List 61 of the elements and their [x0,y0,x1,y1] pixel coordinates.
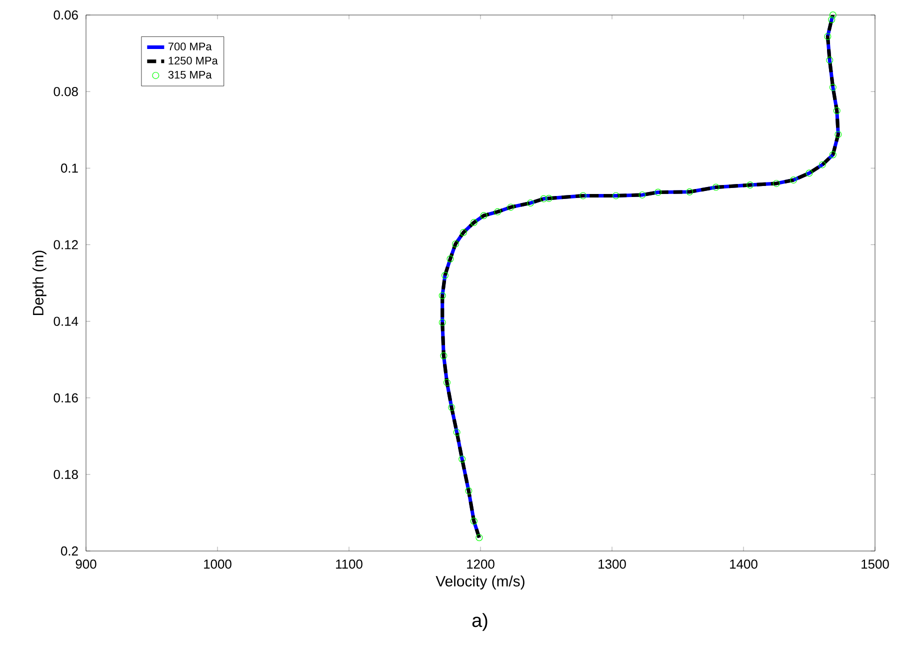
point [458,456,466,463]
x-tick-label: 1400 [730,560,758,569]
point [470,518,478,525]
point [826,56,834,64]
point [442,272,448,279]
point [443,379,450,386]
point [438,292,446,300]
point [686,188,694,196]
point [829,84,836,91]
point [440,352,448,360]
point [746,181,754,188]
point [806,170,813,177]
legend-label: 700 MPa [168,42,212,50]
point [470,219,478,226]
y-tick-label: 0.08 [54,86,78,96]
x-tick-label: 1500 [862,560,889,569]
point [494,208,502,216]
x-tick-label: 1200 [467,560,494,569]
point [460,228,467,236]
y-tick-label: 0.14 [54,316,78,326]
point [833,107,840,114]
point [453,428,460,436]
y-tick-label: 0.12 [54,240,78,250]
point [507,204,514,211]
x-tick-label: 1100 [336,560,362,569]
point [476,534,483,542]
text: a) [472,613,488,631]
point [612,192,620,200]
y-tick-label: 0.1 [60,164,78,173]
legend-label: 315 MPa [168,70,212,79]
point [712,184,720,191]
point [834,130,842,138]
point [465,487,472,494]
point [448,404,456,411]
point [772,180,780,187]
point [580,192,587,200]
point [654,188,662,196]
y-tick-label: 0.2 [60,546,78,556]
point [526,199,534,206]
x-axis-title: Velocity (m/s) [436,576,524,590]
legend-label: 1250 MPa [168,56,218,64]
point [829,151,836,158]
point [446,255,454,262]
point [452,240,460,248]
point [790,176,797,184]
y-axis-title: Depth (m) [32,250,46,315]
point [480,212,488,220]
point [829,12,836,18]
point [828,16,836,24]
x-tick-label: 1300 [598,560,626,569]
x-tick-label: 1000 [204,560,232,569]
point [638,191,646,198]
point [545,194,552,202]
y-tick-label: 0.06 [54,10,78,20]
y-tick-label: 0.16 [54,393,78,402]
point [818,161,826,168]
y-tick-label: 0.18 [54,470,78,480]
point [438,318,446,326]
point [540,195,548,202]
point [824,32,832,40]
x-tick-label: 900 [76,560,96,569]
